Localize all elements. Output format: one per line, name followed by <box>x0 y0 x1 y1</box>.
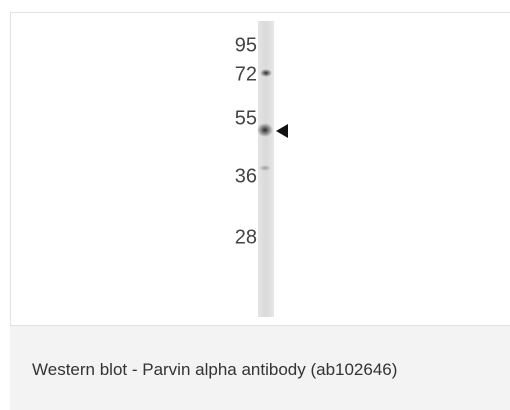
blot-panel: 95 72 55 36 28 <box>10 12 510 325</box>
marker-label: 95 <box>235 34 257 56</box>
caption: Western blot - Parvin alpha antibody (ab… <box>32 360 397 380</box>
page: 95 72 55 36 28 Western blot - Parvin alp… <box>0 0 510 410</box>
marker-label: 72 <box>235 63 257 85</box>
blot-image: 95 72 55 36 28 <box>11 13 509 324</box>
marker-label: 55 <box>235 107 257 129</box>
caption-box: Western blot - Parvin alpha antibody (ab… <box>10 325 510 410</box>
band <box>257 123 273 137</box>
marker-label: 36 <box>235 165 257 187</box>
band <box>259 165 271 171</box>
band <box>260 69 272 77</box>
arrow <box>276 124 288 138</box>
marker-label: 28 <box>235 226 257 248</box>
